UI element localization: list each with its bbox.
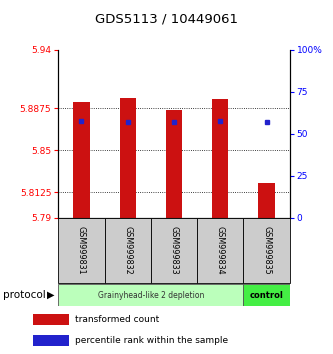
- Bar: [58, 284, 243, 306]
- Text: transformed count: transformed count: [76, 315, 160, 324]
- Text: GSM999832: GSM999832: [123, 226, 132, 275]
- Bar: [212, 99, 228, 218]
- Text: ▶: ▶: [47, 290, 55, 300]
- Bar: [33, 335, 69, 346]
- Bar: [151, 218, 197, 283]
- Bar: [58, 218, 105, 283]
- Text: GSM999831: GSM999831: [77, 226, 86, 275]
- Bar: [166, 110, 182, 218]
- Bar: [120, 98, 136, 218]
- Text: Grainyhead-like 2 depletion: Grainyhead-like 2 depletion: [98, 291, 204, 300]
- Bar: [258, 183, 275, 218]
- Bar: [243, 218, 290, 283]
- Bar: [33, 314, 69, 325]
- Bar: [197, 218, 243, 283]
- Text: percentile rank within the sample: percentile rank within the sample: [76, 336, 229, 345]
- Text: GDS5113 / 10449061: GDS5113 / 10449061: [95, 12, 238, 25]
- Text: control: control: [250, 291, 283, 300]
- Bar: [243, 284, 290, 306]
- Text: protocol: protocol: [3, 290, 46, 300]
- Text: GSM999834: GSM999834: [216, 226, 225, 275]
- Text: GSM999835: GSM999835: [262, 226, 271, 275]
- Bar: [73, 102, 90, 218]
- Bar: [105, 218, 151, 283]
- Text: GSM999833: GSM999833: [169, 226, 178, 275]
